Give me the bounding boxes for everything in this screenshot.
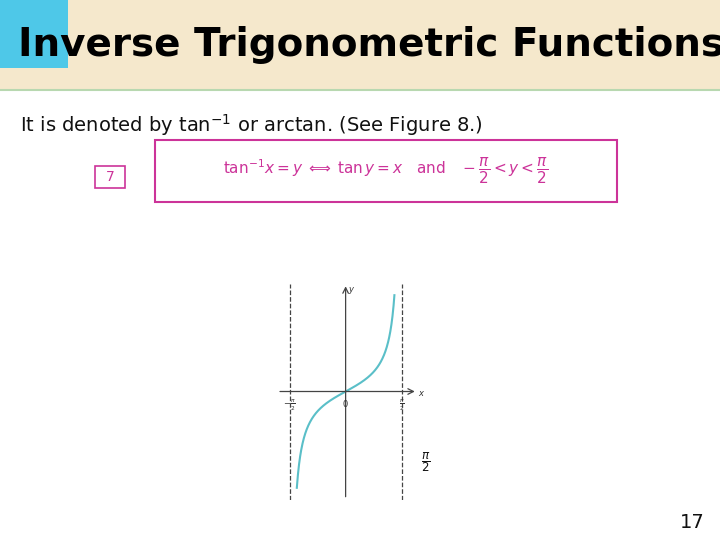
Text: Figure 8: Figure 8 [336,474,394,487]
Bar [0,0,720,90]
Text: 7: 7 [106,170,114,184]
Text: $\frac{\pi}{2}$: $\frac{\pi}{2}$ [399,399,405,414]
Text: It is denoted by tan$^{-1}$ or arctan. (See Figure 8.): It is denoted by tan$^{-1}$ or arctan. (… [20,112,483,138]
Text: $y$: $y$ [348,286,355,296]
Text: $0$: $0$ [342,399,349,409]
Text: $x$: $x$ [418,389,426,398]
Text: $-\frac{\pi}{2}$: $-\frac{\pi}{2}$ [283,399,296,414]
Bar [0,0,68,68]
Text: 17: 17 [680,512,705,531]
Text: Inverse Trigonometric Functions: Inverse Trigonometric Functions [18,26,720,64]
Bar [95,166,125,188]
Bar [155,140,617,202]
Text: $y = \tan x, \; -\dfrac{\pi}{2} < x < \; \dfrac{\pi}{2}$: $y = \tan x, \; -\dfrac{\pi}{2} < x < \;… [300,450,431,474]
Text: $\tan^{-1}\!x = y \;\Longleftrightarrow\; \tan y = x \quad \mathrm{and} \quad -\: $\tan^{-1}\!x = y \;\Longleftrightarrow\… [223,156,549,186]
